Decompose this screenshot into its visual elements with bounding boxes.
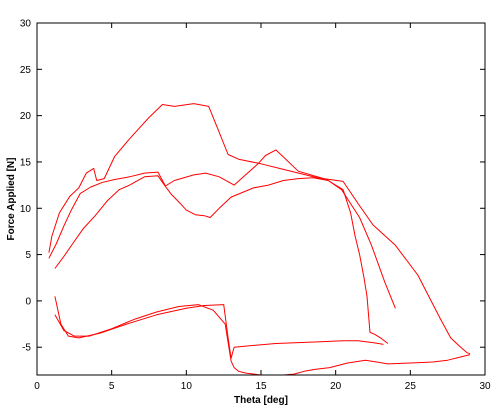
ticks: 0 5 10 15 20 25 30 -5 0 5 10 15 20 25 30 — [20, 19, 491, 393]
y-tick-label: 20 — [20, 111, 32, 122]
x-tick-label: 20 — [330, 381, 342, 392]
series-line-1 — [48, 103, 389, 344]
x-tick-label: 25 — [405, 381, 417, 392]
y-tick-label: -5 — [22, 343, 31, 354]
x-tick-label: 5 — [109, 381, 115, 392]
x-tick-label: 30 — [479, 381, 491, 392]
x-tick-label: 0 — [34, 381, 40, 392]
plot-lines — [48, 103, 471, 375]
x-axis-label: Theta [deg] — [234, 395, 288, 406]
y-tick-label: 30 — [20, 19, 32, 30]
x-tick-label: 10 — [181, 381, 193, 392]
y-tick-label: 5 — [25, 250, 31, 261]
x-tick-label: 15 — [255, 381, 267, 392]
series-line-5 — [54, 304, 471, 375]
y-axis-label: Force Applied [N] — [6, 158, 17, 241]
series-line-3 — [54, 175, 396, 309]
y-tick-label: 10 — [20, 204, 32, 215]
plot-frame — [36, 22, 486, 376]
series-line-2 — [48, 149, 471, 355]
series-line-4 — [54, 296, 384, 359]
y-tick-label: 25 — [20, 65, 32, 76]
y-tick-label: 0 — [25, 296, 31, 307]
y-tick-label: 15 — [20, 157, 32, 168]
